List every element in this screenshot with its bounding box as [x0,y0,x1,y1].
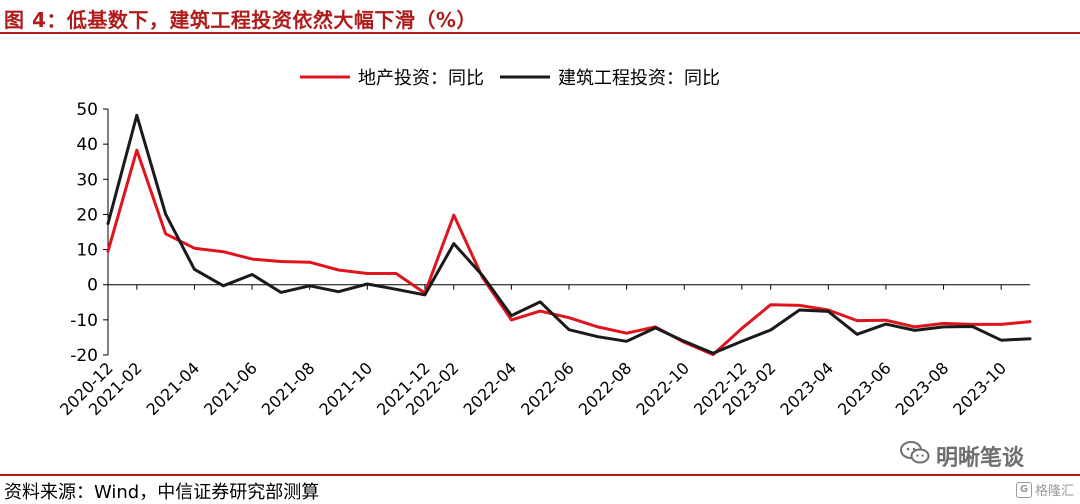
y-tick-label: -10 [70,311,98,331]
watermark: 明晰笔谈 [900,440,1024,472]
x-tick-label: 2023-10 [949,358,1010,419]
y-tick-label: -20 [70,346,98,366]
x-tick-label: 2022-04 [459,358,520,419]
watermark-text: 明晰笔谈 [936,446,1025,471]
title-rule [0,32,1080,34]
y-tick-label: 10 [76,241,98,261]
corner-logo: G 格隆汇 [1015,480,1074,499]
x-tick-label: 2021-08 [258,358,319,419]
source-rule [0,474,1080,476]
series-line-construction-investment [106,113,1032,355]
y-tick-label: 30 [76,170,98,190]
wechat-icon [900,440,930,472]
series-line-property-investment [106,148,1032,357]
y-tick-label: 0 [87,276,98,296]
x-tick-label: 2021-04 [143,358,204,419]
figure-title: 图 4：低基数下，建筑工程投资依然大幅下滑（%） [4,8,477,32]
x-tick-label: 2022-10 [632,358,693,419]
source-note: 资料来源：Wind，中信证券研究部测算 [4,482,320,503]
legend-label: 建筑工程投资：同比 [558,68,720,89]
legend-label: 地产投资：同比 [358,68,484,89]
x-tick-label: 2023-04 [776,358,837,419]
x-tick-label: 2022-08 [575,358,636,419]
line-chart: -20-10010203040502020-122021-022021-0420… [56,68,1032,419]
y-tick-label: 40 [76,135,98,155]
x-tick-label: 2021-06 [200,358,261,419]
y-tick-label: 50 [76,100,98,120]
x-tick-label: 2022-06 [517,358,578,419]
gelonghui-logo-icon: G [1015,481,1032,498]
x-tick-label: 2023-08 [892,358,953,419]
corner-logo-text: 格隆汇 [1034,484,1074,499]
y-tick-label: 20 [76,205,98,225]
x-tick-label: 2021-10 [315,358,376,419]
x-tick-label: 2023-06 [834,358,895,419]
